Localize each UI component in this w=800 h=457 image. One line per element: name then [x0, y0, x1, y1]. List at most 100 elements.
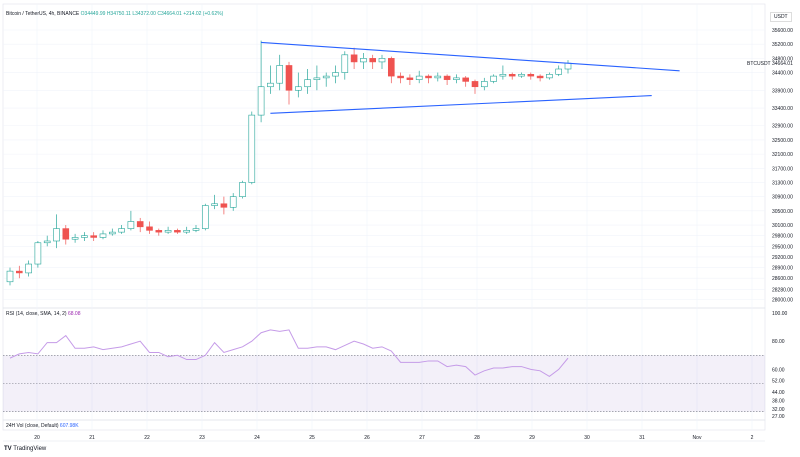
rsi-value: 68.08: [67, 311, 81, 317]
rsi-tick-label: 100.00: [772, 311, 788, 317]
time-tick-label: 20: [34, 435, 40, 441]
time-tick-label: 23: [199, 435, 205, 441]
candle-up: [276, 65, 284, 84]
candle-up: [294, 86, 302, 91]
candle-up: [183, 230, 190, 233]
time-tick-label: 2: [751, 435, 754, 441]
candle-up: [192, 228, 200, 231]
time-tick-label: 29: [529, 435, 535, 441]
price-tick-label: 34800.00: [772, 56, 793, 62]
candle-up: [71, 237, 79, 240]
last-price-label: 34664.01: [772, 61, 793, 67]
candle-down: [443, 75, 451, 80]
candle-up: [378, 58, 386, 63]
candle-up: [239, 182, 246, 197]
candle-up: [415, 75, 423, 80]
candle-up: [109, 231, 116, 235]
time-tick-label: Nov: [693, 435, 702, 441]
rsi-tick-label: 38.00: [772, 398, 785, 404]
candle-down: [146, 226, 153, 231]
last-price-symbol: BTCUSDT: [747, 61, 771, 67]
rsi-tick-label: 27.00: [772, 414, 785, 420]
price-tick-label: 33900.00: [772, 88, 793, 94]
tv-logo-icon: TV: [4, 446, 12, 452]
candle-down: [220, 203, 228, 208]
time-tick-label: 30: [584, 435, 590, 441]
candle-up: [322, 75, 330, 79]
candle-down: [350, 54, 358, 63]
candle-up: [257, 86, 265, 116]
price-tick-label: 28900.00: [772, 266, 793, 272]
ohlc-change: +214.02 (+0.62%): [183, 11, 224, 17]
rsi-tick-label: 80.00: [772, 339, 785, 345]
time-tick-label: 28: [474, 435, 480, 441]
volume-legend[interactable]: 24H Vol (close, Default) 607.98K: [6, 423, 79, 429]
price-tick-label: 31700.00: [772, 166, 793, 172]
candle-up: [211, 203, 218, 206]
price-tick-label: 30500.00: [772, 209, 793, 215]
candle-up: [499, 74, 507, 77]
rsi-tick-label: 60.00: [772, 367, 785, 373]
symbol-title[interactable]: Bitcoin / TetherUS, 4h, BINANCE: [6, 11, 80, 17]
price-tick-label: 33400.00: [772, 106, 793, 112]
time-tick-label: 31: [639, 435, 645, 441]
candle-down: [508, 74, 516, 77]
time-tick-label: 26: [364, 435, 370, 441]
price-tick-label: 34400.00: [772, 71, 793, 77]
candle-up: [164, 230, 172, 233]
rsi-title: RSI (14, close, SMA, 14, 2): [6, 311, 67, 317]
rsi-legend[interactable]: RSI (14, close, SMA, 14, 2) 68.08: [6, 311, 81, 317]
candle-up: [564, 62, 572, 70]
price-tick-label: 32500.00: [772, 138, 793, 144]
rsi-tick-label: 32.00: [772, 407, 785, 413]
price-tick-label: 28280.00: [772, 288, 793, 294]
candle-down: [536, 75, 544, 79]
time-tick-label: 22: [144, 435, 150, 441]
price-tick-label: 31300.00: [772, 180, 793, 186]
price-tick-label: 29800.00: [772, 234, 793, 240]
time-tick-label: 21: [89, 435, 95, 441]
candle-up: [34, 242, 42, 265]
candle-up: [43, 240, 51, 244]
candle-up: [360, 58, 367, 63]
candle-up: [118, 228, 125, 233]
volume-pane: [2, 419, 766, 431]
rsi-line: [9, 329, 569, 378]
candle-up: [81, 235, 88, 238]
time-tick-label: 27: [419, 435, 425, 441]
tradingview-logo[interactable]: TV TradingView: [4, 446, 46, 452]
candle-down: [425, 75, 432, 79]
ohlc-low: L34372.00: [132, 11, 156, 17]
candle-up: [53, 228, 60, 242]
time-tick-label: 24: [254, 435, 260, 441]
candle-down: [369, 58, 377, 63]
candle-down: [471, 81, 479, 88]
rsi-tick-label: 44.00: [772, 390, 785, 396]
candle-up: [341, 54, 349, 73]
price-pane: [2, 3, 766, 309]
candle-down: [15, 270, 23, 274]
price-tick-label: 32100.00: [772, 152, 793, 158]
price-tick-label: 30900.00: [772, 195, 793, 201]
candle-up: [304, 79, 311, 88]
candle-up: [99, 233, 107, 238]
candle-down: [62, 228, 70, 240]
candle-up: [127, 221, 135, 229]
candle-down: [285, 65, 293, 91]
trendline: [270, 95, 652, 114]
candle-down: [155, 230, 163, 233]
candle-up: [229, 196, 237, 208]
candle-up: [25, 263, 32, 274]
candle-down: [397, 75, 404, 79]
candle-down: [136, 221, 144, 228]
candle-up: [248, 114, 256, 183]
candle-up: [480, 81, 488, 88]
candle-up: [546, 74, 553, 79]
price-tick-label: 30100.00: [772, 223, 793, 229]
candle-down: [527, 74, 535, 77]
candle-up: [490, 75, 497, 82]
price-tick-label: 29200.00: [772, 255, 793, 261]
ohlc-close: C34664.01: [157, 11, 182, 17]
currency-unit-button[interactable]: USDT: [770, 12, 792, 22]
